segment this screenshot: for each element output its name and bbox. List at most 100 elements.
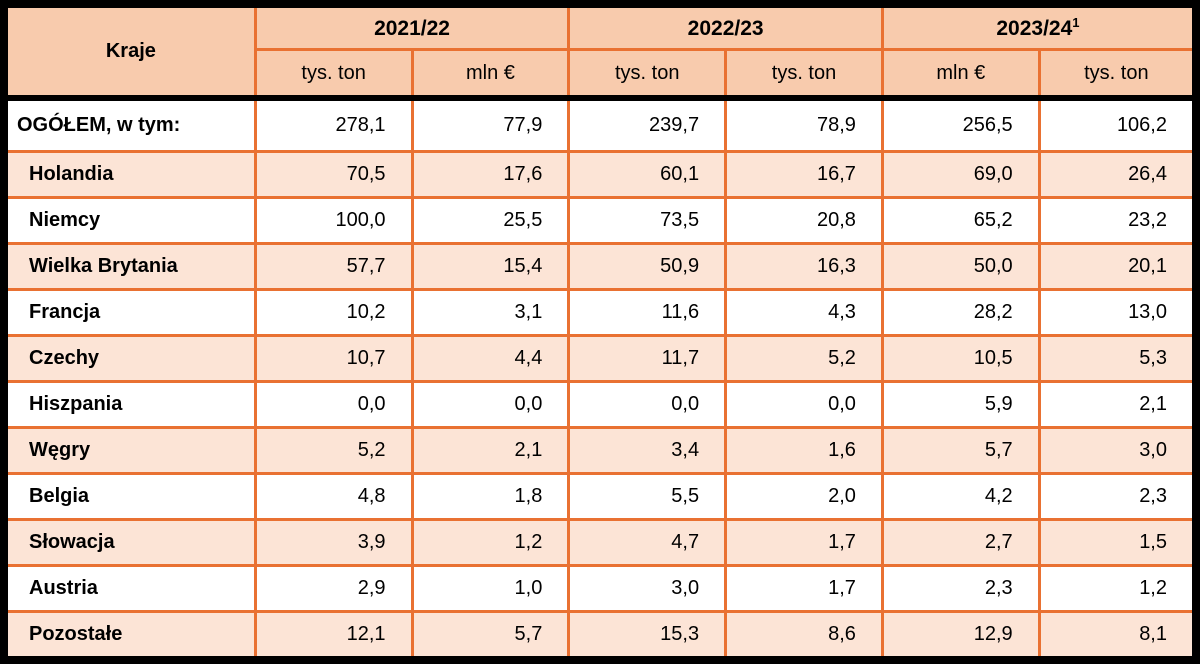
country-cell: Belgia	[2, 472, 257, 521]
value-cell: 1,2	[410, 518, 571, 567]
value-cell: 4,8	[253, 472, 414, 521]
value-cell: 2,3	[1037, 472, 1198, 521]
value-cell: 1,7	[724, 518, 884, 567]
value-cell: 12,9	[880, 610, 1041, 662]
value-cell: 1,5	[1037, 518, 1198, 567]
unit-header: tys. ton	[253, 48, 414, 101]
table-row-belgia: Belgia 4,8 1,8 5,5 2,0 4,2 2,3	[2, 472, 1198, 521]
value-cell: 5,3	[1037, 334, 1198, 383]
value-cell: 5,9	[880, 380, 1041, 429]
value-cell: 10,7	[253, 334, 414, 383]
value-cell: 15,4	[410, 242, 571, 291]
value-cell: 100,0	[253, 196, 414, 245]
year-label: 2023/24	[996, 17, 1073, 40]
value-cell: 4,4	[410, 334, 571, 383]
value-cell: 5,5	[567, 472, 728, 521]
value-cell: 57,7	[253, 242, 414, 291]
table-row-czechy: Czechy 10,7 4,4 11,7 5,2 10,5 5,3	[2, 334, 1198, 383]
value-cell: 2,1	[1037, 380, 1198, 429]
value-cell: 16,3	[724, 242, 884, 291]
value-cell: 20,1	[1037, 242, 1198, 291]
value-cell: 50,0	[880, 242, 1041, 291]
value-cell: 17,6	[410, 150, 571, 199]
table-row-hiszpania: Hiszpania 0,0 0,0 0,0 0,0 5,9 2,1	[2, 380, 1198, 429]
value-cell: 1,6	[724, 426, 884, 475]
table-row-slowacja: Słowacja 3,9 1,2 4,7 1,7 2,7 1,5	[2, 518, 1198, 567]
value-cell: 239,7	[567, 96, 728, 153]
country-cell: OGÓŁEM, w tym:	[2, 96, 257, 153]
value-cell: 20,8	[724, 196, 884, 245]
value-cell: 1,7	[724, 564, 884, 613]
value-cell: 0,0	[724, 380, 884, 429]
year-header-row: Kraje 2021/22 2022/23 2023/241	[2, 2, 1198, 101]
table-body: OGÓŁEM, w tym: 278,1 77,9 239,7 78,9 256…	[2, 96, 1198, 662]
table-row-pozostale: Pozostałe 12,1 5,7 15,3 8,6 12,9 8,1	[2, 610, 1198, 662]
value-cell: 13,0	[1037, 288, 1198, 337]
country-cell: Niemcy	[2, 196, 257, 245]
value-cell: 3,0	[1037, 426, 1198, 475]
value-cell: 4,7	[567, 518, 728, 567]
year-label: 2022/23	[687, 17, 764, 40]
value-cell: 73,5	[567, 196, 728, 245]
table-row-niemcy: Niemcy 100,0 25,5 73,5 20,8 65,2 23,2	[2, 196, 1198, 245]
value-cell: 78,9	[724, 96, 884, 153]
unit-header-row: tys. ton mln € tys. ton tys. ton mln € t…	[4, 48, 1198, 101]
value-cell: 0,0	[567, 380, 728, 429]
value-cell: 5,7	[410, 610, 571, 662]
year-header-2021-22: 2021/22	[253, 2, 571, 51]
value-cell: 11,7	[567, 334, 728, 383]
country-cell: Wielka Brytania	[2, 242, 257, 291]
value-cell: 11,6	[567, 288, 728, 337]
footnote-mark: 1	[1072, 15, 1080, 30]
table-row-francja: Francja 10,2 3,1 11,6 4,3 28,2 13,0	[2, 288, 1198, 337]
value-cell: 65,2	[880, 196, 1041, 245]
country-cell: Węgry	[2, 426, 257, 475]
value-cell: 5,7	[880, 426, 1041, 475]
total-row: OGÓŁEM, w tym: 278,1 77,9 239,7 78,9 256…	[2, 96, 1198, 153]
value-cell: 5,2	[724, 334, 884, 383]
value-cell: 0,0	[253, 380, 414, 429]
country-cell: Francja	[2, 288, 257, 337]
value-cell: 8,1	[1037, 610, 1198, 662]
value-cell: 106,2	[1037, 96, 1198, 153]
value-cell: 16,7	[724, 150, 884, 199]
value-cell: 28,2	[880, 288, 1041, 337]
value-cell: 25,5	[410, 196, 571, 245]
unit-header: tys. ton	[1037, 48, 1198, 101]
value-cell: 50,9	[567, 242, 728, 291]
value-cell: 1,0	[410, 564, 571, 613]
value-cell: 23,2	[1037, 196, 1198, 245]
value-cell: 2,1	[410, 426, 571, 475]
value-cell: 77,9	[410, 96, 571, 153]
value-cell: 3,1	[410, 288, 571, 337]
value-cell: 2,7	[880, 518, 1041, 567]
value-cell: 8,6	[724, 610, 884, 662]
unit-header: tys. ton	[724, 48, 884, 101]
value-cell: 69,0	[880, 150, 1041, 199]
table-row-austria: Austria 2,9 1,0 3,0 1,7 2,3 1,2	[2, 564, 1198, 613]
value-cell: 26,4	[1037, 150, 1198, 199]
value-cell: 10,2	[253, 288, 414, 337]
value-cell: 70,5	[253, 150, 414, 199]
value-cell: 2,0	[724, 472, 884, 521]
value-cell: 2,9	[253, 564, 414, 613]
table-row-wegry: Węgry 5,2 2,1 3,4 1,6 5,7 3,0	[2, 426, 1198, 475]
value-cell: 12,1	[253, 610, 414, 662]
country-cell: Słowacja	[2, 518, 257, 567]
value-cell: 3,0	[567, 564, 728, 613]
year-header-2022-23: 2022/23	[567, 2, 884, 51]
country-cell: Hiszpania	[2, 380, 257, 429]
value-cell: 5,2	[253, 426, 414, 475]
unit-header: mln €	[410, 48, 571, 101]
country-cell: Pozostałe	[2, 610, 257, 662]
unit-header: tys. ton	[567, 48, 728, 101]
value-cell: 3,4	[567, 426, 728, 475]
value-cell: 2,3	[880, 564, 1041, 613]
value-cell: 256,5	[880, 96, 1041, 153]
value-cell: 278,1	[253, 96, 414, 153]
value-cell: 10,5	[880, 334, 1041, 383]
value-cell: 4,2	[880, 472, 1041, 521]
value-cell: 4,3	[724, 288, 884, 337]
value-cell: 15,3	[567, 610, 728, 662]
